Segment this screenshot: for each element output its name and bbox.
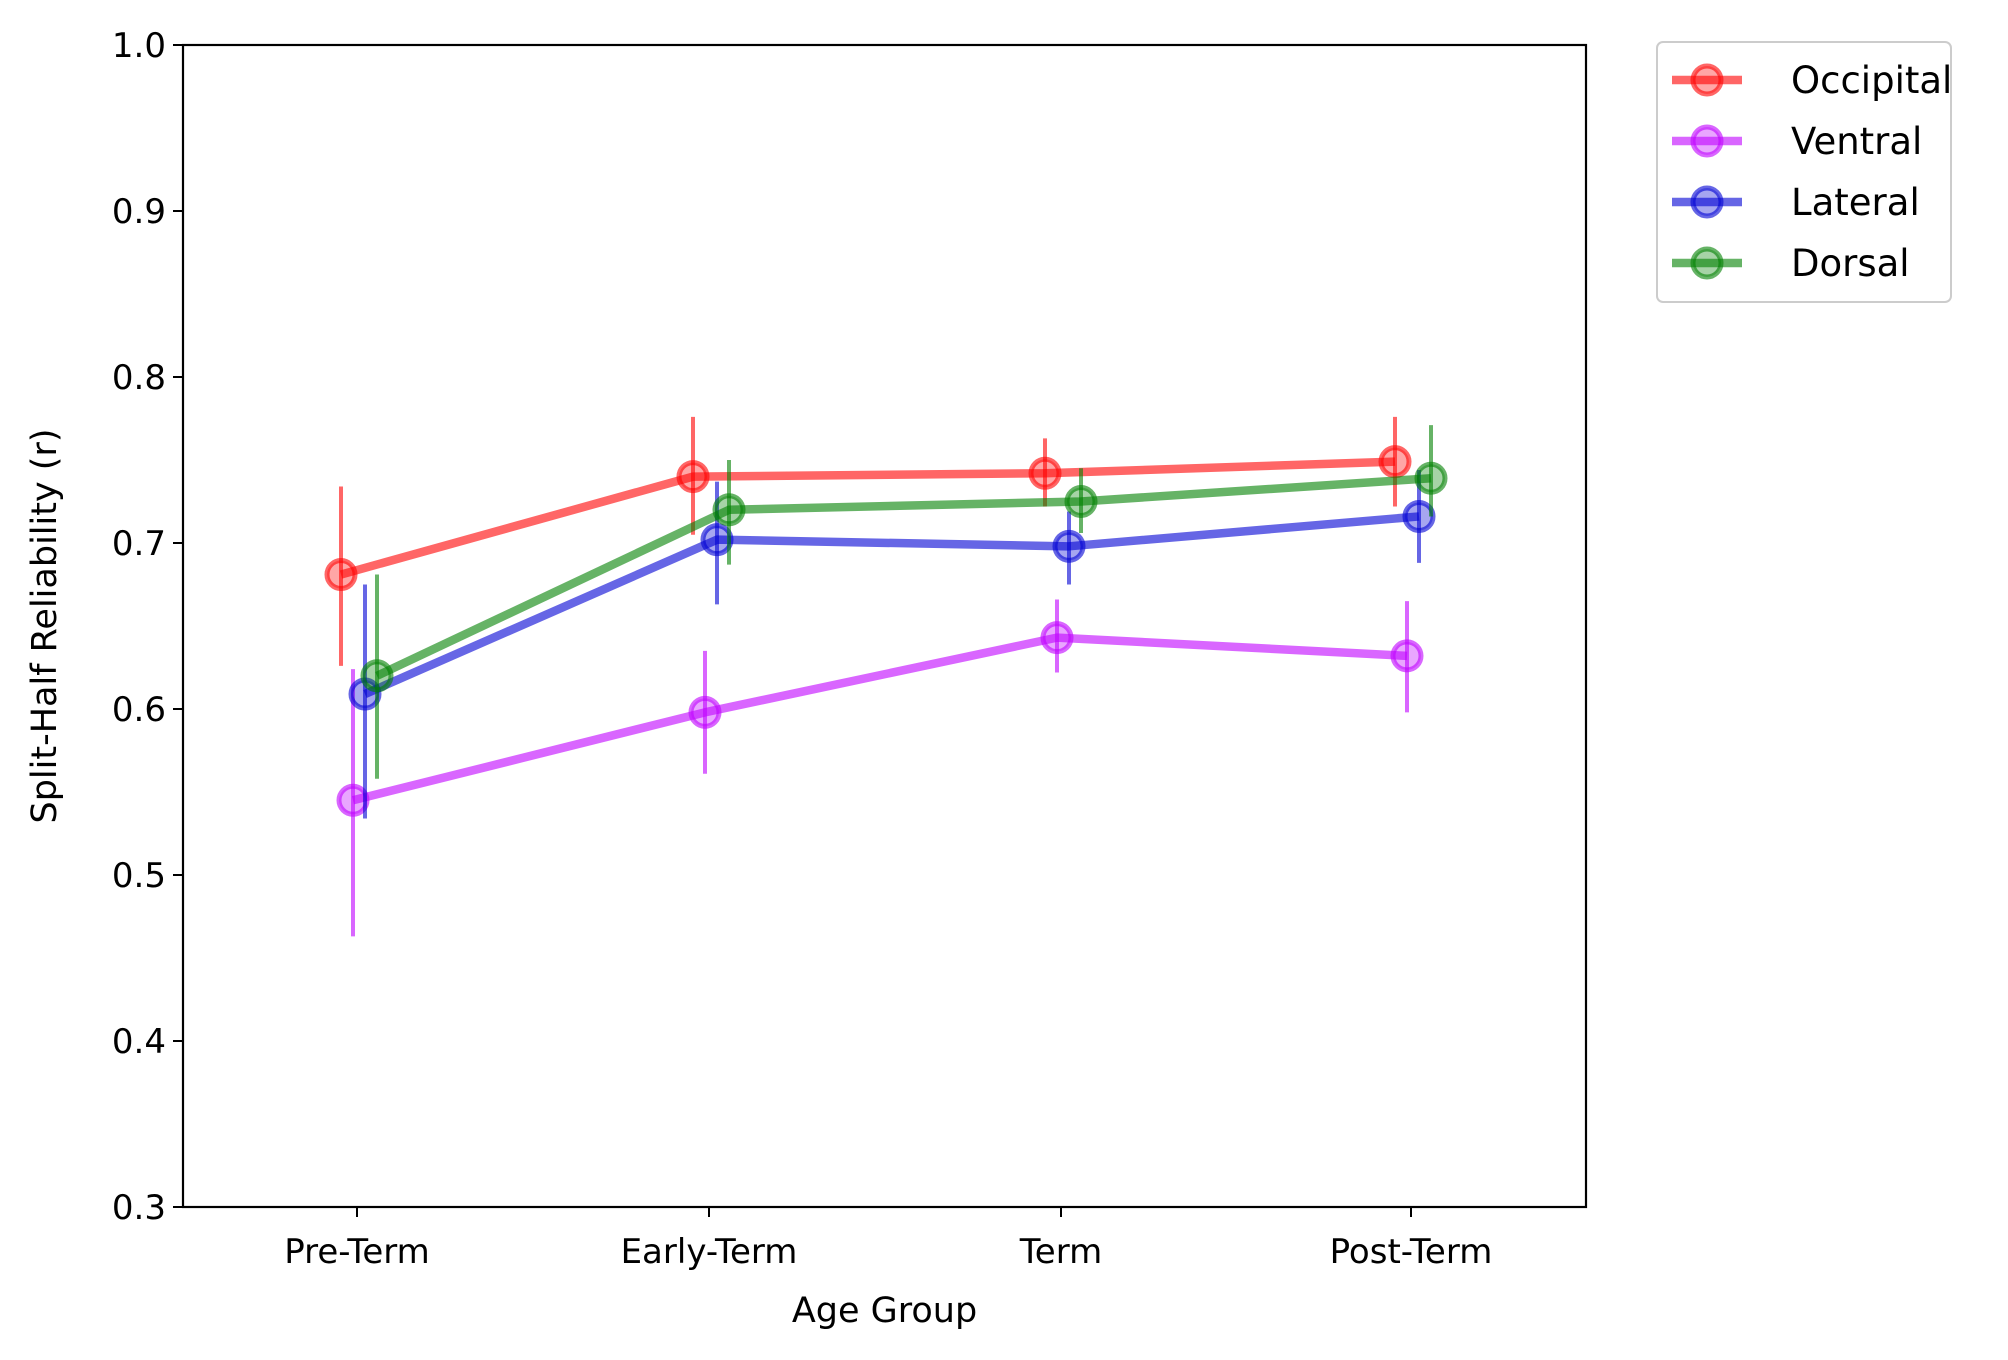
data-point bbox=[324, 558, 358, 592]
x-tick-label: Early-Term bbox=[621, 1232, 798, 1272]
data-point bbox=[1064, 485, 1098, 518]
data-point bbox=[1378, 445, 1412, 479]
plot-frame bbox=[181, 43, 1588, 1209]
legend-label: Ventral bbox=[1791, 120, 1922, 163]
legend-marker bbox=[1690, 246, 1724, 280]
data-point bbox=[1390, 639, 1424, 673]
y-axis-label: Split-Half Reliability (r) bbox=[25, 429, 65, 824]
x-tick-label: Post-Term bbox=[1330, 1232, 1493, 1272]
y-tick-label: 0.6 bbox=[112, 690, 166, 730]
legend-marker bbox=[1690, 185, 1724, 219]
y-tick-label: 0.4 bbox=[112, 1022, 166, 1062]
x-axis-label: Age Group bbox=[792, 1291, 977, 1331]
data-point bbox=[1414, 461, 1448, 495]
data-point bbox=[688, 695, 722, 729]
series-line bbox=[351, 633, 1408, 805]
data-point bbox=[712, 493, 746, 527]
y-tick-label: 1.0 bbox=[112, 26, 166, 66]
series-occipital bbox=[324, 416, 1412, 666]
series-layer bbox=[324, 416, 1448, 937]
y-tick-label: 0.5 bbox=[112, 856, 166, 896]
data-point bbox=[676, 460, 710, 494]
legend: Occipital Ventral Lateral Dorsal bbox=[1656, 41, 1952, 303]
series-dorsal bbox=[360, 425, 1448, 779]
data-point bbox=[1040, 621, 1074, 655]
legend-item: Occipital bbox=[1672, 59, 1952, 102]
legend-marker bbox=[1690, 63, 1724, 97]
y-tick-label: 0.3 bbox=[112, 1188, 166, 1228]
data-point bbox=[1402, 499, 1436, 533]
x-tick-label: Pre-Term bbox=[284, 1232, 430, 1272]
legend-label: Dorsal bbox=[1791, 242, 1910, 285]
data-point bbox=[1052, 529, 1086, 563]
data-point bbox=[360, 659, 394, 693]
series-ventral bbox=[336, 599, 1424, 937]
legend-label: Lateral bbox=[1791, 181, 1920, 224]
x-tick-label: Term bbox=[1019, 1232, 1102, 1272]
data-point bbox=[700, 523, 734, 557]
data-point bbox=[1028, 456, 1062, 490]
y-tick-label: 0.9 bbox=[112, 192, 166, 232]
y-tick-label: 0.8 bbox=[112, 358, 166, 398]
legend-box bbox=[1656, 41, 1952, 303]
series-line bbox=[339, 457, 1396, 579]
legend-item: Dorsal bbox=[1672, 242, 1910, 285]
data-point bbox=[336, 783, 370, 817]
axes-layer bbox=[181, 43, 1588, 1209]
legend-label: Occipital bbox=[1791, 59, 1952, 102]
ticks-layer: 0.3 0.4 0.5 0.6 0.7 0.8 0.9 1.0 Pre-Term Early-Te… bbox=[112, 26, 1492, 1272]
legend-item: Ventral bbox=[1672, 120, 1922, 163]
legend-item: Lateral bbox=[1672, 181, 1920, 224]
y-tick-label: 0.7 bbox=[112, 524, 166, 564]
legend-marker bbox=[1690, 124, 1724, 158]
series-line bbox=[363, 512, 1420, 698]
series-line bbox=[375, 474, 1432, 680]
